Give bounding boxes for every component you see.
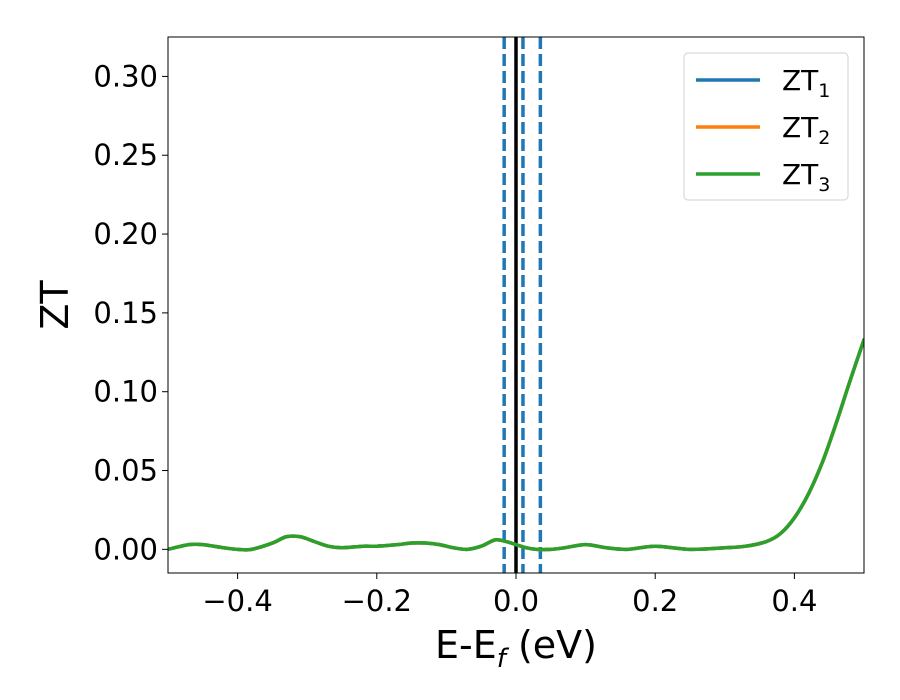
y-tick-label: 0.10 — [93, 375, 158, 409]
y-axis-label: ZT — [33, 280, 77, 330]
legend-label-zt2: ZT2 — [782, 111, 830, 149]
x-tick-label: 0.0 — [493, 584, 539, 618]
legend-label-zt3: ZT3 — [782, 158, 830, 196]
legend-box — [683, 52, 849, 201]
x-axis-ticks: −0.4 −0.2 0.0 0.2 0.4 — [202, 573, 817, 618]
x-axis-label-unit: (eV) — [506, 623, 597, 667]
legend-label-zt1: ZT1 — [782, 64, 830, 102]
x-axis-label: E-Ef (eV) — [435, 623, 597, 674]
y-tick-label: 0.25 — [93, 138, 158, 172]
y-tick-label: 0.00 — [93, 532, 158, 566]
y-tick-label: 0.30 — [93, 59, 158, 93]
legend: ZT1 ZT2 ZT3 — [683, 52, 849, 201]
series-lines — [168, 337, 864, 552]
x-tick-label: 0.4 — [771, 584, 817, 618]
y-axis-ticks: 0.00 0.05 0.10 0.15 0.20 0.25 0.30 — [93, 59, 168, 566]
x-tick-label: 0.2 — [632, 584, 678, 618]
y-tick-label: 0.15 — [93, 296, 158, 330]
x-tick-label: −0.2 — [342, 584, 412, 618]
vertical-reference-lines — [502, 37, 543, 573]
x-tick-label: −0.4 — [202, 584, 272, 618]
x-axis-label-main: E-E — [435, 623, 497, 667]
y-tick-label: 0.05 — [93, 454, 158, 488]
y-tick-label: 0.20 — [93, 217, 158, 251]
series-line-zt3 — [168, 337, 864, 552]
